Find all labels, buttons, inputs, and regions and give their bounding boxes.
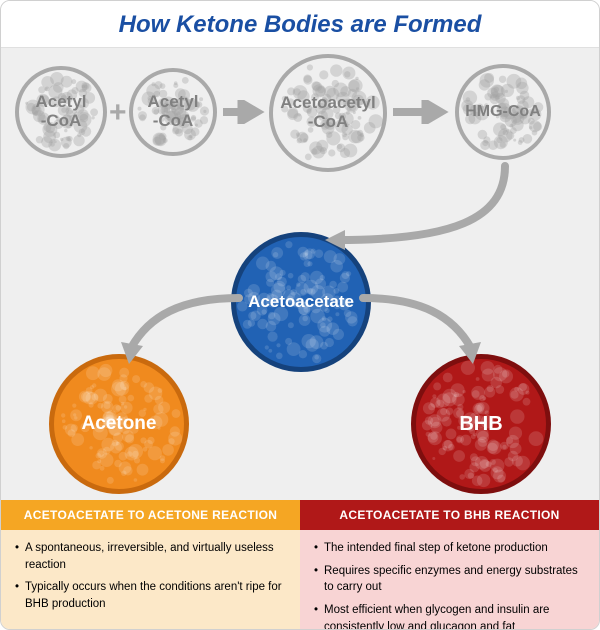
page-title: How Ketone Bodies are Formed xyxy=(1,1,599,48)
bullet-item: Most efficient when glycogen and insulin… xyxy=(314,602,585,630)
column-body: A spontaneous, irreversible, and virtual… xyxy=(1,530,300,630)
column-header: ACETOACETATE TO BHB REACTION xyxy=(300,500,599,530)
node-label: Acetone xyxy=(82,414,157,435)
bullet-item: Typically occurs when the conditions are… xyxy=(15,579,286,612)
node-acetyl-coa-1: Acetyl -CoA xyxy=(15,66,107,158)
node-label: Acetoacetyl -CoA xyxy=(280,94,375,131)
node-label: Acetoacetate xyxy=(248,293,354,312)
node-hmg-coa: HMG-CoA xyxy=(455,64,551,160)
node-label: HMG-CoA xyxy=(465,103,541,121)
arrow-icon xyxy=(221,100,267,124)
arrow-curve-icon xyxy=(111,286,251,376)
node-label: Acetyl -CoA xyxy=(35,93,86,130)
node-label: Acetyl -CoA xyxy=(147,93,198,130)
diagram-area: Acetyl -CoA + Acetyl -CoA Acetoacetyl -C… xyxy=(1,48,599,500)
acetone-column: ACETOACETATE TO ACETONE REACTION A spont… xyxy=(1,500,300,630)
bullet-item: The intended final step of ketone produc… xyxy=(314,540,585,557)
info-table: ACETOACETATE TO ACETONE REACTION A spont… xyxy=(1,500,599,630)
node-acetyl-coa-2: Acetyl -CoA xyxy=(129,68,217,156)
plus-icon: + xyxy=(109,96,127,130)
bullet-item: A spontaneous, irreversible, and virtual… xyxy=(15,540,286,573)
node-label: BHB xyxy=(459,413,502,435)
infographic-frame: How Ketone Bodies are Formed Acetyl -CoA… xyxy=(0,0,600,630)
arrow-curve-icon xyxy=(351,286,491,376)
bhb-column: ACETOACETATE TO BHB REACTION The intende… xyxy=(300,500,599,630)
arrow-curve-icon xyxy=(301,160,531,270)
arrow-icon xyxy=(391,100,451,124)
bullet-item: Requires specific enzymes and energy sub… xyxy=(314,563,585,596)
column-header: ACETOACETATE TO ACETONE REACTION xyxy=(1,500,300,530)
node-acetoacetyl-coa: Acetoacetyl -CoA xyxy=(269,54,387,172)
column-body: The intended final step of ketone produc… xyxy=(300,530,599,630)
